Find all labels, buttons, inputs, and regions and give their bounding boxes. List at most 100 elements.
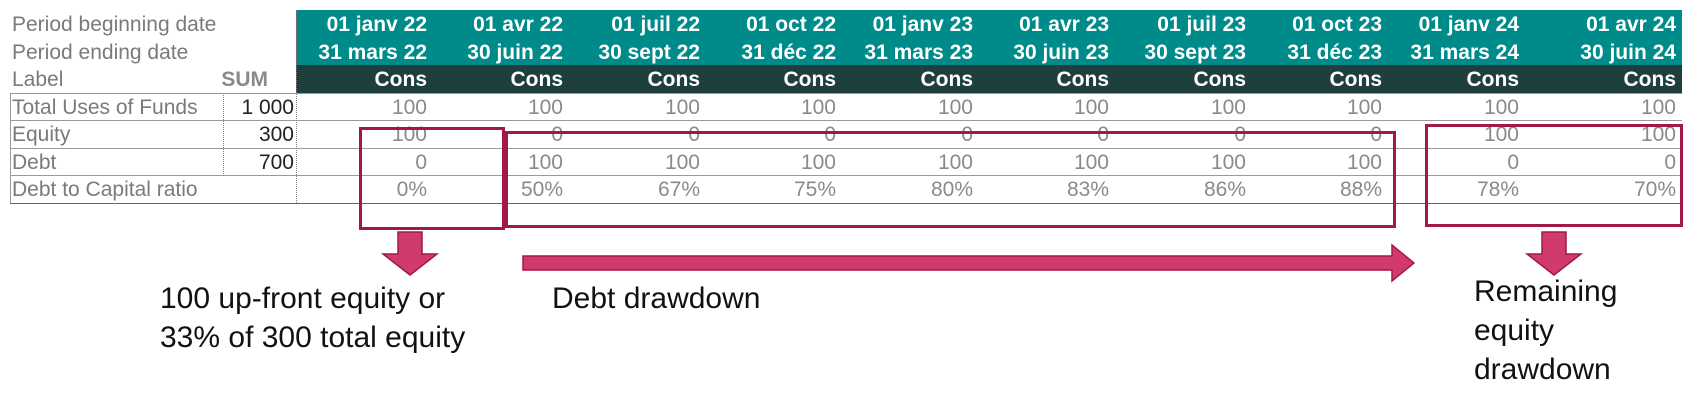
grid-line [10, 203, 1682, 204]
period-begin-cell: 01 avr 22 [473, 13, 563, 36]
value-cell: 88% [1339, 178, 1382, 201]
row-label-period-end: Period ending date [12, 41, 189, 64]
value-cell: 0 [961, 123, 973, 146]
value-cell: 67% [657, 178, 700, 201]
period-begin-cell: 01 avr 24 [1586, 13, 1676, 36]
grid-line [10, 120, 1682, 121]
period-label-cell: Cons [1193, 68, 1247, 91]
value-cell: 100 [391, 96, 427, 119]
down-arrow-icon [380, 231, 440, 276]
period-end-cell: 31 déc 23 [1287, 41, 1382, 64]
value-cell: 100 [664, 151, 700, 174]
value-cell: 100 [1210, 96, 1246, 119]
value-cell: 100 [664, 96, 700, 119]
remaining-equity-note: Remaining equity drawdown [1474, 272, 1617, 389]
row-label-period-begin: Period beginning date [12, 13, 217, 36]
row-sum-cell: 300 [258, 123, 294, 146]
period-begin-cell: 01 juil 23 [1157, 13, 1246, 36]
grid-line [10, 148, 1682, 149]
header-dark-band [296, 65, 1682, 93]
period-end-cell: 31 mars 22 [318, 41, 427, 64]
grid-line [223, 93, 225, 176]
note-line: 100 up-front equity or [160, 282, 446, 315]
period-begin-cell: 01 juil 22 [611, 13, 700, 36]
period-end-cell: 30 juin 22 [467, 41, 563, 64]
value-cell: 100 [1346, 96, 1382, 119]
value-cell: 0 [1097, 123, 1109, 146]
period-begin-cell: 01 janv 22 [326, 13, 427, 36]
value-cell: 0 [688, 123, 700, 146]
upfront-equity-box [359, 127, 505, 230]
value-cell: 0 [551, 123, 563, 146]
row-label: Total Uses of Funds [12, 96, 198, 119]
period-begin-cell: 01 avr 23 [1019, 13, 1109, 36]
period-end-cell: 30 sept 22 [598, 41, 700, 64]
right-arrow-icon [522, 243, 1416, 283]
note-line: Remaining [1474, 275, 1618, 308]
value-cell: 50% [520, 178, 563, 201]
remaining-equity-box [1425, 124, 1683, 227]
period-end-cell: 31 mars 23 [864, 41, 973, 64]
value-cell: 100 [1640, 96, 1676, 119]
value-cell: 100 [937, 96, 973, 119]
debt-drawdown-note: Debt drawdown [552, 282, 761, 315]
period-begin-cell: 01 oct 22 [746, 13, 836, 36]
value-cell: 70% [1633, 178, 1676, 201]
row-label-label: Label [12, 68, 64, 91]
value-cell: 78% [1476, 178, 1519, 201]
period-label-cell: Cons [783, 68, 837, 91]
value-cell: 100 [1640, 123, 1676, 146]
period-end-cell: 30 juin 23 [1013, 41, 1109, 64]
value-cell: 83% [1066, 178, 1109, 201]
value-cell: 100 [800, 96, 836, 119]
row-sum-cell: 1 000 [241, 96, 294, 119]
period-label-cell: Cons [1329, 68, 1383, 91]
period-end-cell: 31 déc 22 [741, 41, 836, 64]
period-label-cell: Cons [374, 68, 428, 91]
period-label-cell: Cons [1056, 68, 1110, 91]
grid-line [10, 175, 1682, 176]
value-cell: 100 [1346, 151, 1382, 174]
grid-line [10, 93, 1682, 94]
value-cell: 86% [1203, 178, 1246, 201]
value-cell: 0 [415, 151, 427, 174]
period-end-cell: 30 sept 23 [1144, 41, 1246, 64]
period-label-cell: Cons [647, 68, 701, 91]
value-cell: 0 [824, 123, 836, 146]
row-label: Debt to Capital ratio [12, 178, 198, 201]
period-end-cell: 31 mars 24 [1410, 41, 1519, 64]
note-line: equity [1474, 314, 1555, 347]
value-cell: 0% [396, 178, 427, 201]
value-cell: 0 [1234, 123, 1246, 146]
row-label: Debt [12, 151, 57, 174]
period-end-cell: 30 juin 24 [1580, 41, 1676, 64]
value-cell: 100 [527, 96, 563, 119]
value-cell: 100 [1483, 123, 1519, 146]
value-cell: 100 [800, 151, 836, 174]
value-cell: 100 [527, 151, 563, 174]
sum-header: SUM [221, 68, 268, 91]
period-label-cell: Cons [510, 68, 564, 91]
value-cell: 0 [1507, 151, 1519, 174]
row-label: Equity [12, 123, 71, 146]
value-cell: 100 [1073, 151, 1109, 174]
value-cell: 80% [930, 178, 973, 201]
period-begin-cell: 01 janv 23 [872, 13, 973, 36]
period-begin-cell: 01 oct 23 [1292, 13, 1382, 36]
period-label-cell: Cons [1466, 68, 1520, 91]
down-arrow-icon [1524, 231, 1584, 276]
header-teal-band [296, 10, 1682, 65]
value-cell: 100 [1483, 96, 1519, 119]
period-label-cell: Cons [1623, 68, 1677, 91]
row-sum-cell: 700 [258, 151, 294, 174]
period-begin-cell: 01 janv 24 [1418, 13, 1519, 36]
grid-line [10, 93, 11, 203]
debt-drawdown-box [505, 131, 1396, 228]
value-cell: 100 [1073, 96, 1109, 119]
value-cell: 75% [793, 178, 836, 201]
value-cell: 100 [1210, 151, 1246, 174]
value-cell: 0 [1664, 151, 1676, 174]
value-cell: 100 [937, 151, 973, 174]
note-line: drawdown [1474, 353, 1611, 386]
